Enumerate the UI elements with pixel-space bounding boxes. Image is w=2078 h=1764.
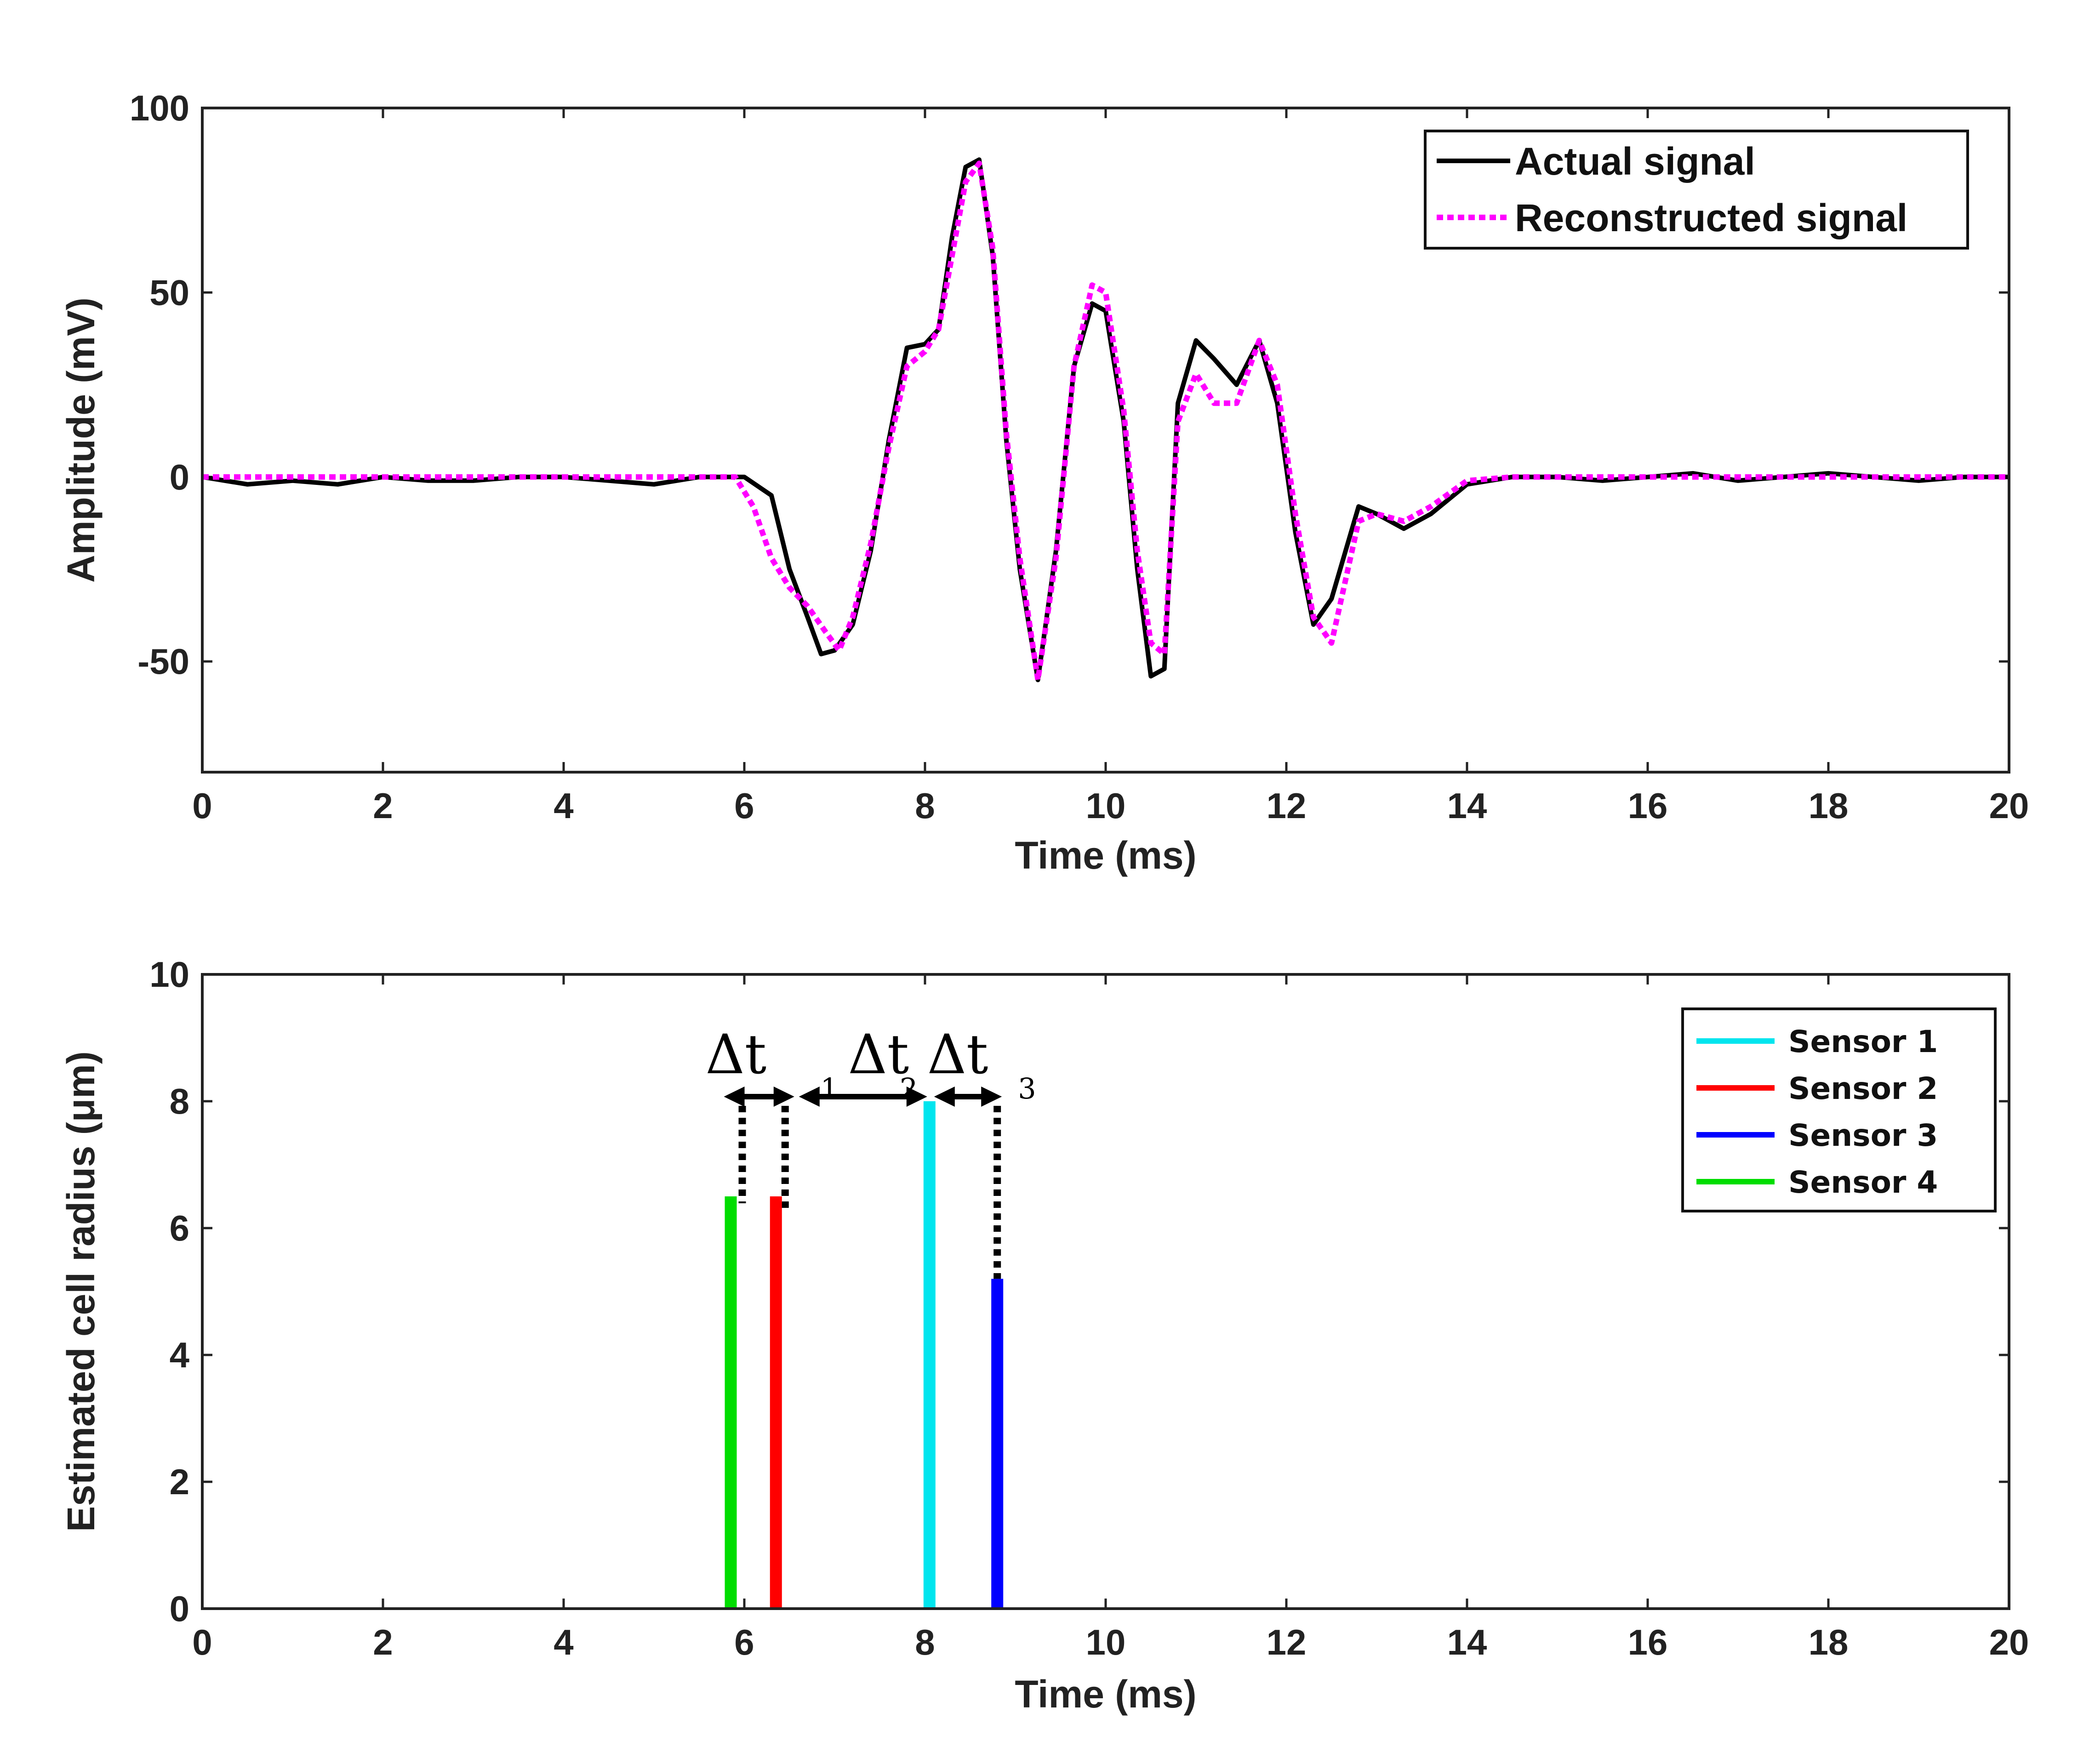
radius-x-tick-label: 14 — [1447, 1622, 1487, 1662]
radius-x-tick-label: 8 — [915, 1622, 935, 1662]
legend-label-sensor-2: Sensor 2 — [1788, 1071, 1938, 1106]
amplitude-x-tick-label: 4 — [554, 785, 573, 826]
legend-label-actual-signal: Actual signal — [1515, 140, 1755, 183]
amplitude-y-tick-label: -50 — [137, 641, 189, 682]
radius-x-tick-label: 6 — [734, 1622, 754, 1662]
delta-t2-arrow — [799, 1087, 927, 1107]
delta-t3-subscript: 3 — [1018, 1072, 1036, 1105]
delta-t3-label: Δt — [927, 1023, 988, 1086]
delta-t-labels: Δt 1 Δt 2 Δt 3 — [706, 1023, 1036, 1105]
amplitude-chart-y-axis-label: Amplitude (mV) — [59, 297, 103, 583]
amplitude-x-tick-label: 2 — [373, 785, 393, 826]
amplitude-x-tick-label: 6 — [734, 785, 754, 826]
radius-x-tick-label: 0 — [192, 1622, 212, 1662]
radius-y-tick-label: 4 — [170, 1335, 189, 1375]
radius-x-tick-label: 12 — [1267, 1622, 1307, 1662]
radius-y-tick-label: 6 — [170, 1208, 189, 1248]
amplitude-x-tick-label: 8 — [915, 785, 935, 826]
amplitude-x-tick-label: 0 — [192, 785, 212, 826]
sensor-4-bar — [725, 1196, 737, 1609]
delta-t3-arrow — [934, 1087, 1002, 1107]
cell-radius-chart-y-axis-label: Estimated cell radius (μm) — [59, 1051, 103, 1532]
reconstructed-signal-line — [202, 160, 2009, 683]
radius-x-tick-label: 18 — [1809, 1622, 1849, 1662]
amplitude-chart-frame — [201, 107, 2010, 774]
radius-x-tick-label: 2 — [373, 1622, 393, 1662]
radius-x-tick-label: 20 — [1989, 1622, 2029, 1662]
legend-label-sensor-4: Sensor 4 — [1788, 1165, 1938, 1200]
delta-t1-arrow-head-left — [724, 1087, 745, 1107]
legend-label-reconstructed-signal: Reconstructed signal — [1515, 196, 1907, 239]
legend-box — [1424, 130, 1969, 250]
amplitude-y-tick-label: 50 — [149, 272, 189, 313]
delta-t2-label: Δt — [848, 1023, 909, 1086]
amplitude-x-tick-label: 12 — [1267, 785, 1307, 826]
sensor-3-bar — [991, 1279, 1004, 1609]
radius-y-tick-label: 2 — [170, 1462, 189, 1502]
delta-t1-arrow — [724, 1087, 794, 1107]
amplitude-x-tick-label: 10 — [1086, 785, 1126, 826]
delta-t2-arrow-head-right — [906, 1087, 927, 1107]
amplitude-x-tick-label: 14 — [1447, 785, 1487, 826]
amplitude-chart-legend: Actual signal Reconstructed signal — [1424, 130, 1969, 250]
amplitude-x-tick-label: 16 — [1628, 785, 1668, 826]
amplitude-y-tick-label: 0 — [170, 457, 189, 497]
delta-t-arrows — [724, 1087, 1002, 1107]
delta-t2-subscript: 2 — [900, 1072, 918, 1105]
cell-radius-chart-frame — [201, 973, 2010, 1610]
amplitude-x-tick-label: 20 — [1989, 785, 2029, 826]
amplitude-chart: 0 2 4 6 8 10 12 14 16 18 20 -50 0 50 100 Time (ms) Amp… — [59, 88, 2029, 877]
amplitude-chart-series — [202, 157, 2009, 683]
legend-label-sensor-1: Sensor 1 — [1788, 1024, 1938, 1059]
delta-t1-label: Δt — [706, 1023, 767, 1086]
cell-radius-chart-legend: Sensor 1 Sensor 2 Sensor 3 Sensor 4 — [1681, 1007, 1997, 1212]
radius-y-tick-label: 0 — [170, 1588, 189, 1629]
radius-y-tick-label: 8 — [170, 1081, 189, 1121]
amplitude-chart-x-axis-label: Time (ms) — [1015, 834, 1196, 877]
delta-t2-arrow-head-left — [799, 1087, 820, 1107]
radius-x-tick-label: 10 — [1086, 1622, 1126, 1662]
amplitude-x-tick-label: 18 — [1809, 785, 1849, 826]
delta-t3-arrow-head-right — [981, 1087, 1002, 1107]
sensor-2-bar — [770, 1196, 782, 1609]
delta-t1-subscript: 1 — [821, 1072, 839, 1105]
delta-t1-arrow-head-right — [773, 1087, 794, 1107]
delta-t3-arrow-head-left — [934, 1087, 955, 1107]
amplitude-chart-ticks: 0 2 4 6 8 10 12 14 16 18 20 -50 0 50 100 — [130, 88, 2029, 826]
delta-t-guides — [738, 1106, 1001, 1279]
cell-radius-chart-x-axis-label: Time (ms) — [1015, 1673, 1196, 1716]
radius-x-tick-label: 4 — [554, 1622, 573, 1662]
cell-radius-chart-bars — [725, 1101, 1004, 1609]
radius-y-tick-label: 10 — [149, 954, 189, 995]
legend-label-sensor-3: Sensor 3 — [1788, 1118, 1938, 1153]
sensor-1-bar — [923, 1101, 936, 1609]
amplitude-y-tick-label: 100 — [130, 88, 189, 128]
radius-x-tick-label: 16 — [1628, 1622, 1668, 1662]
